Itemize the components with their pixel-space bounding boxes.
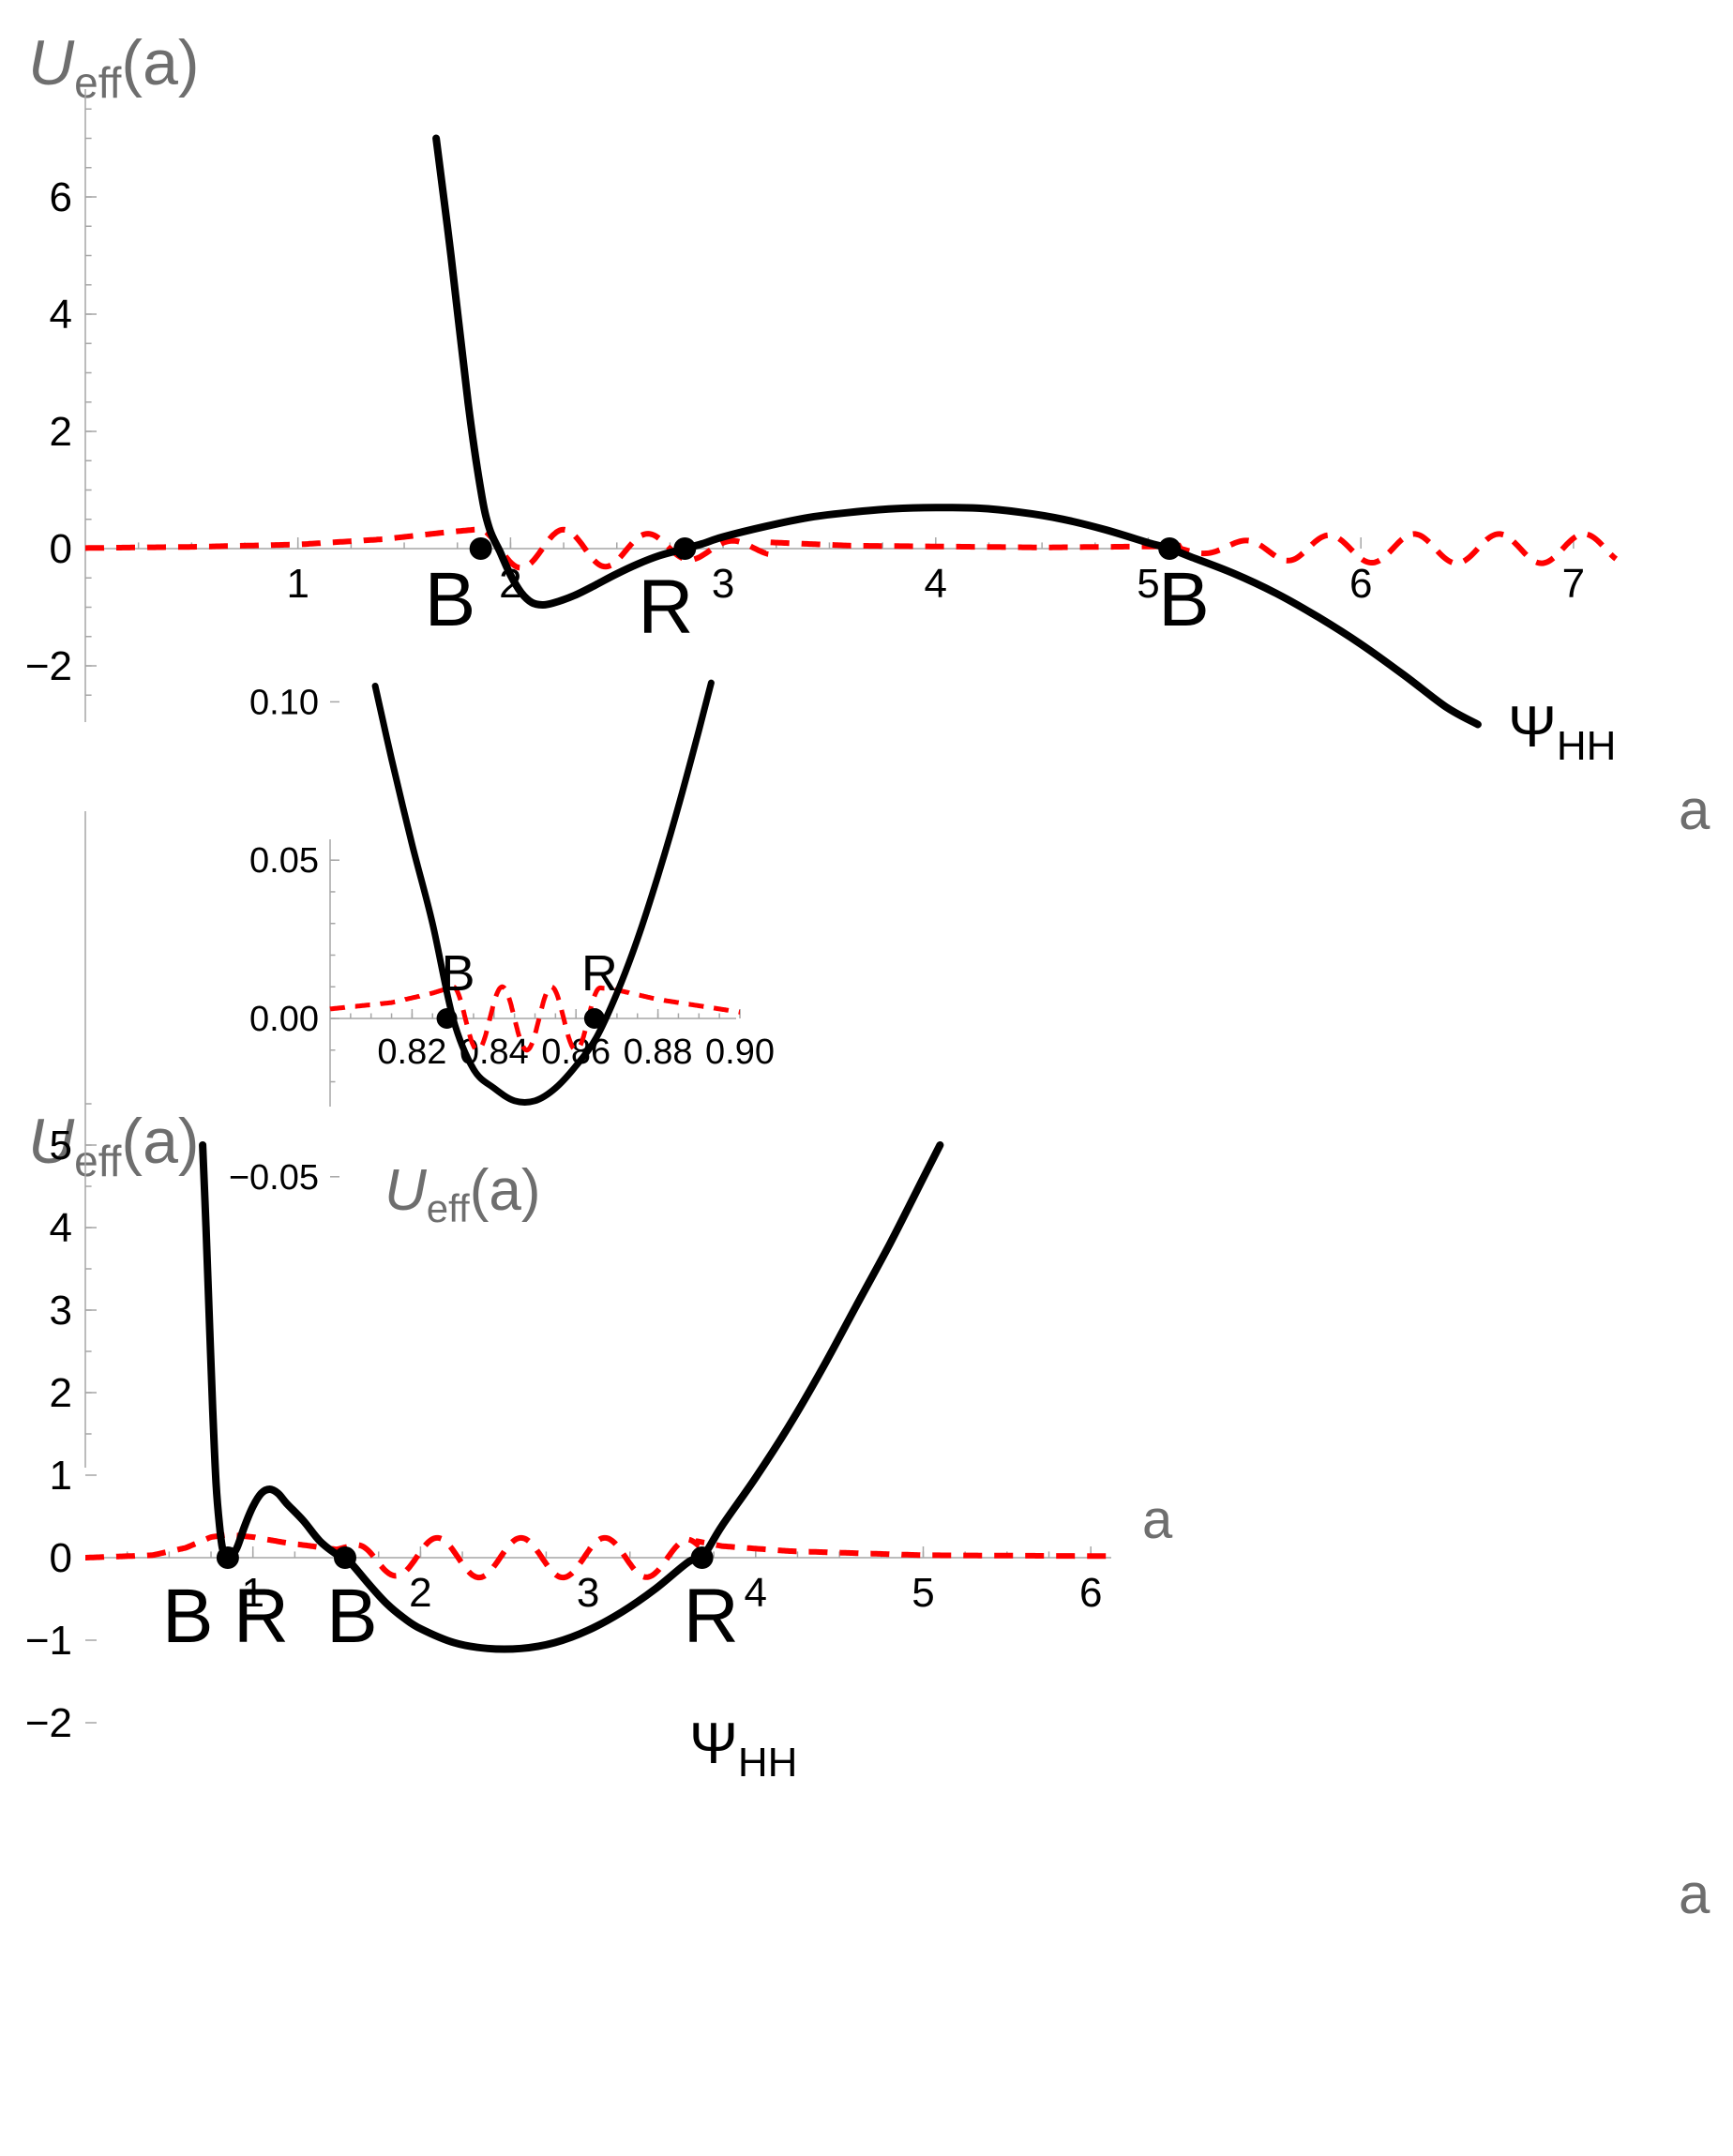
top-y-tick-label: 2 (50, 409, 72, 455)
bottom-point-label-B: B (326, 1574, 378, 1659)
bottom-y-tick-label: −1 (25, 1618, 72, 1664)
top-x-tick-label: 4 (925, 561, 947, 607)
top-wavefunction-curve (85, 526, 1619, 571)
bottom-x-tick-label: 4 (745, 1570, 767, 1616)
bottom-y-tick-label: 3 (50, 1288, 72, 1334)
bottom-x-tick-label: 2 (409, 1570, 431, 1616)
inset-x-tick-label: 0.90 (705, 1033, 775, 1072)
inset-y-tick-label: 0.10 (249, 683, 319, 722)
top-point-label-R: R (638, 565, 693, 650)
inset-potential-curve (371, 679, 715, 1106)
bottom-x-tick-label: 6 (1079, 1570, 1102, 1616)
top-x-tick-label: 7 (1562, 561, 1585, 607)
inset-point-label-B: B (442, 945, 475, 1002)
inset-turning-point (436, 1008, 458, 1029)
bottom-turning-point (333, 1546, 356, 1569)
inset-x-axis-label: a (1142, 1489, 1173, 1550)
inset-point-label-R: R (581, 945, 618, 1002)
inset-x-tick-label: 0.88 (624, 1033, 693, 1072)
top-point-label-B: B (1158, 557, 1210, 642)
bottom-psi-label: ΨHH (689, 1711, 797, 1786)
bottom-x-axis-label: a (1679, 1862, 1710, 1925)
inset-y-axis-label: Ueff(a) (384, 1158, 541, 1230)
top-potential-curve (432, 134, 1482, 729)
bottom-y-tick-label: 4 (50, 1205, 72, 1251)
bottom-x-tick-label: 1 (241, 1570, 264, 1616)
bottom-y-tick-label: 0 (50, 1535, 72, 1581)
bottom-y-tick-label: −2 (25, 1700, 72, 1746)
bottom-y-axis-label: Ueff(a) (28, 1106, 200, 1185)
bottom-point-label-R: R (684, 1574, 739, 1659)
bottom-point-label-B: B (162, 1574, 214, 1659)
top-turning-point (469, 537, 492, 560)
top-point-label-B: B (425, 557, 476, 642)
top-turning-point (1158, 537, 1182, 560)
top-turning-point (673, 537, 697, 560)
top-x-tick-label: 6 (1349, 561, 1372, 607)
inset-x-tick-label: 0.82 (377, 1033, 446, 1072)
top-y-axis-label: Ueff(a) (28, 27, 200, 107)
top-x-tick-label: 3 (712, 561, 734, 607)
top-x-tick-label: 1 (286, 561, 309, 607)
bottom-y-tick-label: 1 (50, 1453, 72, 1499)
inset-turning-point (583, 1008, 605, 1029)
inset-wavefunction-curve (329, 984, 740, 1053)
bottom-x-tick-label: 5 (912, 1570, 934, 1616)
bottom-axes: −2 −1 0 1 2 3 4 5 1 2 3 4 5 6 (25, 811, 1111, 1746)
inset-y-tick-label: −0.05 (229, 1158, 319, 1198)
bottom-y-tick-label: 2 (50, 1370, 72, 1416)
top-y-tick-label: −2 (25, 643, 72, 689)
top-x-tick-label: 5 (1137, 561, 1159, 607)
inset-axes: −0.050.000.050.100.82 0.84 0.86 0.88 0.90 (229, 683, 775, 1197)
inset-y-tick-label: 0.05 (249, 841, 319, 881)
inset-panel: Ueff(a) a −0.050.000.050.100.82 0.84 0.86 0… (229, 679, 1173, 1550)
bottom-y-tick-label: 5 (50, 1123, 72, 1168)
top-y-tick-label: 0 (50, 526, 72, 572)
top-y-tick-label: 4 (50, 292, 72, 338)
bottom-turning-point (216, 1546, 239, 1569)
bottom-point-label-R: R (234, 1574, 289, 1659)
top-psi-label: ΨHH (1508, 695, 1616, 769)
inset-y-tick-label: 0.00 (249, 1000, 319, 1039)
top-x-axis-label: a (1679, 778, 1710, 841)
bottom-wavefunction-curve (85, 1531, 1116, 1581)
bottom-x-tick-label: 3 (577, 1570, 599, 1616)
top-y-tick-label: 6 (50, 174, 72, 220)
bottom-turning-point (690, 1546, 714, 1569)
